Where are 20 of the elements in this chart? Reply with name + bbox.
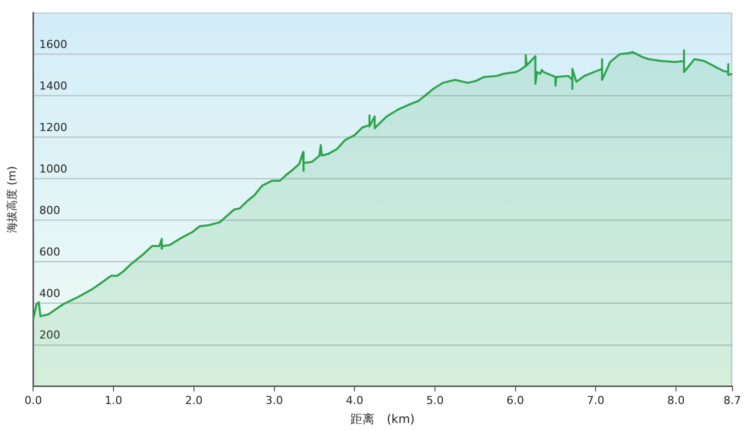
y-tick-label: 800 bbox=[39, 204, 60, 218]
x-tick-label: 0.0 bbox=[24, 394, 42, 407]
x-tick-label: 7.0 bbox=[586, 394, 604, 407]
y-tick-label: 600 bbox=[39, 246, 60, 259]
y-axis-title: 海拔高度 (m) bbox=[5, 166, 18, 233]
y-tick-label: 200 bbox=[39, 328, 60, 342]
x-axis-title: 距离 (km) bbox=[350, 412, 415, 426]
x-tick-label: 8.0 bbox=[667, 394, 685, 407]
x-tick-label: 6.0 bbox=[506, 394, 524, 407]
y-tick-label: 1600 bbox=[39, 38, 68, 51]
x-tick-label: 1.0 bbox=[104, 394, 122, 407]
y-tick-label: 1000 bbox=[39, 162, 68, 176]
x-tick-label: 2.0 bbox=[185, 394, 203, 407]
y-tick-label: 1400 bbox=[39, 80, 68, 93]
y-tick-label: 1200 bbox=[39, 121, 68, 134]
x-tick-label: 4.0 bbox=[346, 394, 364, 407]
x-tick-label: 3.0 bbox=[266, 394, 284, 407]
x-tick-label: 5.0 bbox=[426, 394, 444, 407]
x-tick-label: 8.7 bbox=[724, 394, 742, 407]
y-tick-label: 400 bbox=[39, 287, 60, 300]
